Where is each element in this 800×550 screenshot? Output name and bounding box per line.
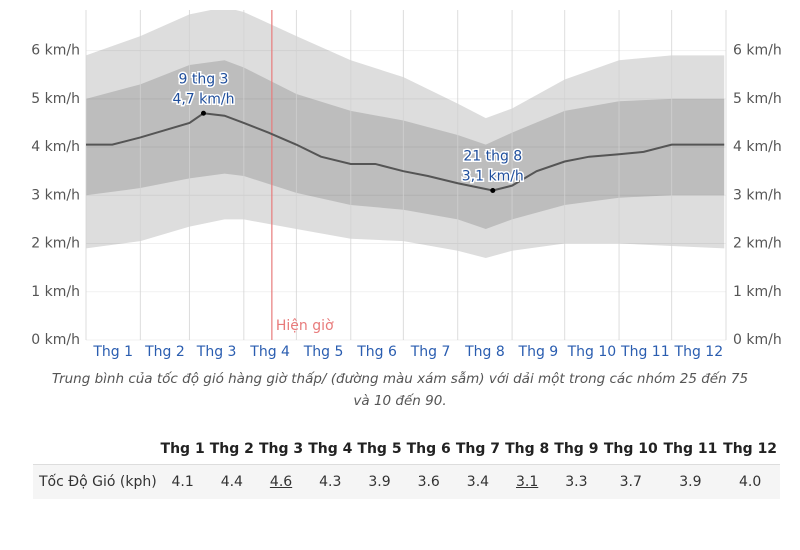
cell-value: 4.1 [158, 464, 208, 499]
cell-value: 4.6 [256, 464, 306, 499]
cell-value: 4.0 [720, 464, 780, 499]
header-spacer [33, 434, 158, 465]
cell-value: 3.3 [551, 464, 601, 499]
extreme-point [200, 110, 206, 116]
column-header: Thg 8 [505, 441, 550, 457]
y-tick-label: 5 km/h [31, 91, 80, 107]
y-tick-label: 2 km/h [31, 236, 80, 252]
cell-value: 3.7 [600, 464, 661, 499]
y-tick-label: 1 km/h [31, 284, 80, 300]
y-tick-label: 0 km/h [31, 332, 80, 348]
annotation-date: 9 thg 3 [178, 71, 228, 87]
cell-value: 4.3 [305, 464, 355, 499]
x-tick-label: Thg 12 [674, 344, 724, 360]
annotation-date: 21 thg 8 [463, 148, 522, 164]
cell-value: 3.1 [502, 464, 552, 499]
column-header: Thg 10 [603, 441, 658, 457]
annotation-value: 3,1 km/h [462, 168, 524, 184]
x-tick-label: Thg 4 [249, 344, 290, 360]
now-label: Hiện giờ [276, 318, 334, 334]
cell-value: 4.4 [207, 464, 257, 499]
column-header: Thg 2 [209, 441, 254, 457]
column-header: Thg 1 [160, 441, 205, 457]
cell-value: 3.9 [354, 464, 405, 499]
data-row: Tốc Độ Gió (kph) 4.1 4.4 4.6 4.3 3.9 3.6 3.4 3.1… [33, 464, 780, 499]
column-header: Thg 9 [554, 441, 599, 457]
bands [86, 10, 725, 258]
cell-value: 3.4 [453, 464, 503, 499]
column-header: Thg 11 [663, 441, 718, 457]
row-label: Tốc Độ Gió (kph) [33, 464, 158, 499]
x-tick-label: Thg 3 [196, 344, 237, 360]
cell-value: 3.9 [660, 464, 721, 499]
header-row: Thg 1 Thg 2 Thg 3 Thg 4 Thg 5 Thg 6 Thg 7 Thg 8… [33, 434, 780, 465]
y-tick-label: 3 km/h [31, 187, 80, 203]
column-header: Thg 6 [406, 441, 451, 457]
y-tick-label: 4 km/h [31, 139, 80, 155]
caption: Trung bình của tốc độ gió hàng giờ thấp/… [51, 371, 749, 409]
column-header: Thg 5 [357, 441, 402, 457]
y-tick-label-right: 1 km/h [733, 284, 782, 300]
y-tick-label-right: 3 km/h [733, 187, 782, 203]
column-header: Thg 4 [308, 441, 353, 457]
column-header: Thg 3 [258, 441, 304, 457]
y-tick-label: 6 km/h [31, 43, 80, 59]
extreme-point [490, 187, 496, 193]
x-tick-label: Thg 6 [356, 344, 397, 360]
x-tick-label: Thg 8 [464, 344, 505, 360]
median-line [86, 112, 725, 192]
y-tick-label-right: 0 km/h [733, 332, 782, 348]
x-tick-label: Thg 7 [410, 344, 451, 360]
x-tick-label: Thg 10 [567, 344, 617, 360]
cell-value: 3.6 [404, 464, 454, 499]
chart: 0 km/h 0 km/h 1 km/h 1 km/h 2 km/h 2 km/h 3 km… [31, 10, 782, 360]
x-tick-label: Thg 5 [303, 344, 344, 360]
y-tick-label-right: 5 km/h [733, 91, 782, 107]
x-tick-label: Thg 1 [92, 344, 133, 360]
y-tick-label-right: 2 km/h [733, 236, 782, 252]
x-tick-label: Thg 2 [144, 344, 185, 360]
y-tick-label-right: 6 km/h [733, 43, 782, 59]
column-header: Thg 12 [723, 441, 778, 457]
column-header: Thg 7 [455, 441, 500, 457]
annotation-value: 4,7 km/h [172, 91, 234, 107]
y-tick-label-right: 4 km/h [733, 139, 782, 155]
x-tick-label: Thg 11 [620, 344, 670, 360]
x-tick-label: Thg 9 [518, 344, 559, 360]
summary-table: Thg 1 Thg 2 Thg 3 Thg 4 Thg 5 Thg 6 Thg 7 Thg 8… [33, 434, 780, 499]
